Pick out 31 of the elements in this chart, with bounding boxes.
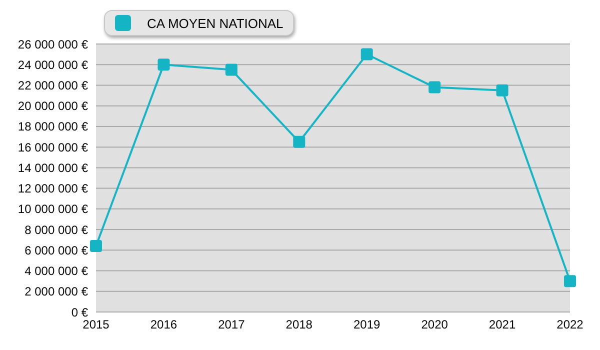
x-tick-label: 2019	[354, 318, 381, 332]
legend-label: CA MOYEN NATIONAL	[147, 16, 284, 30]
point	[225, 64, 238, 76]
y-tick-label: 26 000 000 €	[18, 37, 88, 52]
y-tick-label: 6 000 000 €	[24, 243, 88, 258]
point	[496, 84, 508, 96]
point	[90, 240, 102, 252]
x-tick-label: 2021	[488, 318, 516, 332]
y-tick-label: 10 000 000 €	[18, 202, 88, 216]
y-tick-label: 2 000 000 €	[24, 284, 88, 299]
y-tick-label: 18 000 000 €	[18, 120, 88, 134]
y-tick-label: 12 000 000 €	[18, 182, 88, 196]
y-tick-label: 4 000 000 €	[24, 264, 88, 278]
y-tick-label: 22 000 000 €	[18, 78, 88, 92]
y-tick-label: 24 000 000 €	[18, 58, 88, 72]
point	[360, 48, 373, 60]
point	[158, 58, 170, 71]
point	[428, 81, 441, 94]
x-tick-label: 2015	[82, 318, 110, 332]
x-tick-label: 2018	[286, 318, 313, 332]
y-tick-label: 20 000 000 €	[18, 99, 88, 114]
point	[564, 275, 576, 288]
y-tick-label: 14 000 000 €	[18, 160, 88, 175]
x-tick-label: 2017	[218, 318, 246, 332]
y-tick-label: 0 €	[71, 305, 88, 320]
x-tick-label: 2022	[556, 318, 584, 332]
x-tick-label: 2016	[150, 318, 178, 332]
y-tick-label: 8 000 000 €	[24, 222, 88, 237]
y-tick-label: 16 000 000 €	[18, 140, 88, 154]
point	[293, 136, 306, 148]
x-tick-label: 2020	[421, 318, 448, 332]
